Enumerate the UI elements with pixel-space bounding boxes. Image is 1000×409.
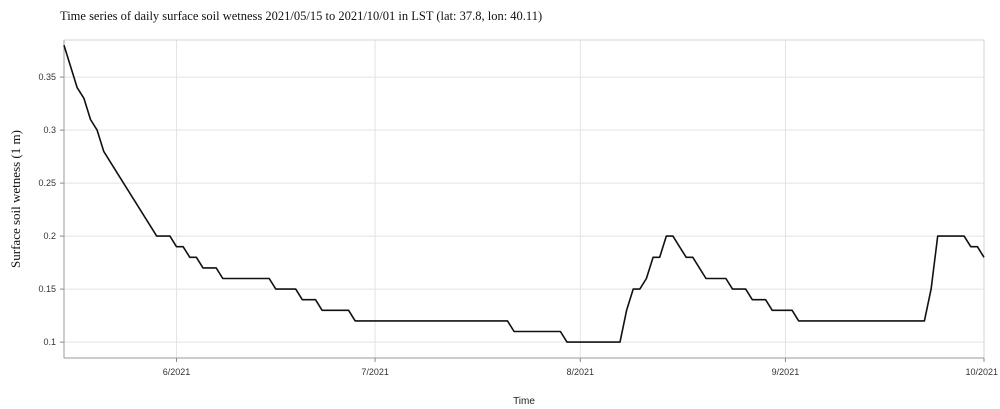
y-tick-label: 0.25 xyxy=(38,178,56,188)
y-tick-label: 0.3 xyxy=(43,125,56,135)
x-axis-label: Time xyxy=(513,396,535,407)
series-layer xyxy=(63,45,985,343)
x-tick-label: 9/2021 xyxy=(772,367,800,377)
plot-frame xyxy=(63,39,985,359)
series-line xyxy=(63,45,985,343)
x-tick-label: 6/2021 xyxy=(163,367,191,377)
x-tick-label: 8/2021 xyxy=(566,367,594,377)
y-tick-label: 0.35 xyxy=(38,72,56,82)
y-axis-label: Surface soil wetness (1 m) xyxy=(8,130,23,268)
x-tick-label: 7/2021 xyxy=(361,367,389,377)
y-tick-label: 0.15 xyxy=(38,284,56,294)
y-tick-label: 0.2 xyxy=(43,231,56,241)
chart-title: Time series of daily surface soil wetnes… xyxy=(60,9,543,23)
y-tick-label: 0.1 xyxy=(43,337,56,347)
axes xyxy=(60,39,985,362)
grid-lines xyxy=(64,40,985,358)
x-tick-labels: 6/2021 7/2021 8/2021 9/2021 10/2021 xyxy=(163,367,998,377)
y-tick-labels: 0.1 0.15 0.2 0.25 0.3 0.35 xyxy=(38,72,56,347)
x-tick-label: 10/2021 xyxy=(965,367,998,377)
